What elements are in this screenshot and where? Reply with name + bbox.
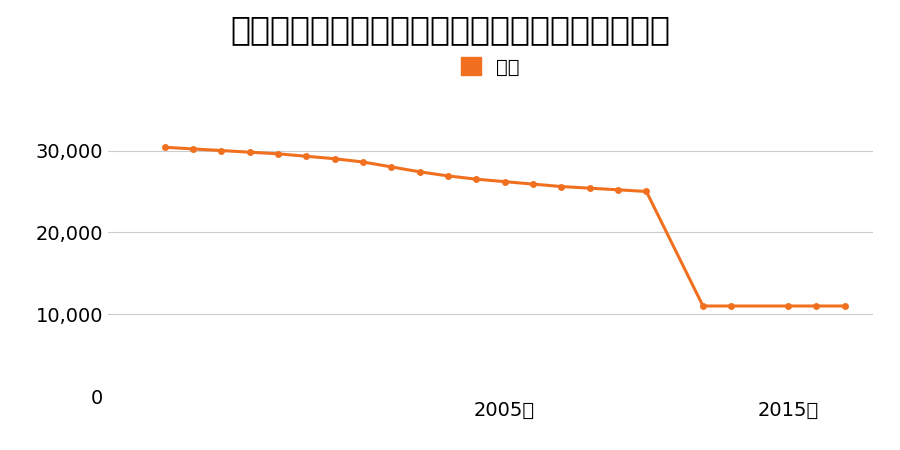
価格 — [329, 156, 340, 162]
価格 — [726, 303, 737, 309]
価格 — [641, 189, 652, 194]
価格 — [273, 151, 284, 157]
価格 — [783, 303, 794, 309]
価格 — [244, 149, 255, 155]
価格 — [584, 185, 595, 191]
価格 — [811, 303, 822, 309]
価格 — [471, 176, 482, 182]
価格 — [840, 303, 850, 309]
Line: 価格: 価格 — [161, 144, 848, 310]
価格 — [698, 303, 708, 309]
価格 — [613, 187, 624, 193]
価格 — [443, 173, 454, 179]
価格 — [357, 159, 368, 165]
価格 — [386, 164, 397, 170]
価格 — [414, 169, 425, 175]
価格 — [500, 179, 510, 184]
価格 — [187, 146, 198, 152]
価格 — [216, 148, 227, 153]
価格 — [159, 144, 170, 150]
Text: 北海道中川郡幕別町札内豊町３３番５の地価推移: 北海道中川郡幕別町札内豊町３３番５の地価推移 — [230, 14, 670, 46]
価格 — [301, 153, 311, 159]
Legend: 価格: 価格 — [454, 50, 527, 84]
価格 — [556, 184, 567, 189]
価格 — [527, 181, 538, 187]
